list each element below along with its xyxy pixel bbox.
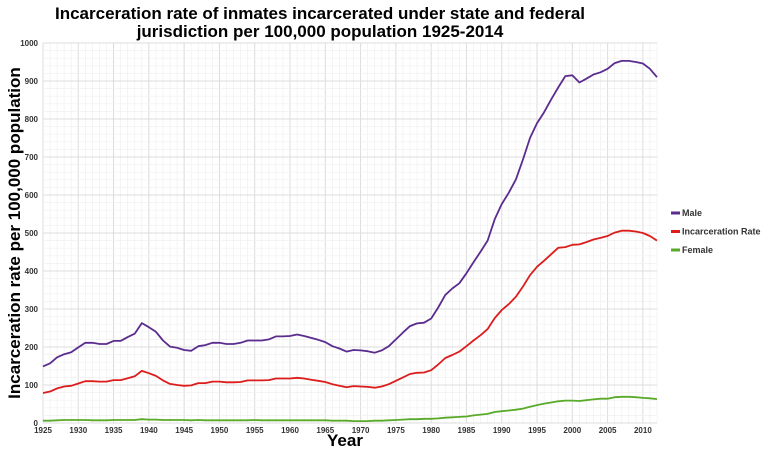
x-tick-label: 1995	[528, 426, 546, 435]
x-tick-label: 1985	[458, 426, 476, 435]
y-tick-label: 400	[25, 267, 39, 276]
x-tick-label: 1940	[140, 426, 158, 435]
x-tick-label: 1980	[422, 426, 440, 435]
y-tick-label: 900	[25, 77, 39, 86]
x-tick-label: 1955	[246, 426, 264, 435]
chart-title-line-2: jurisdiction per 100,000 population 1925…	[136, 22, 504, 41]
y-tick-label: 1000	[20, 39, 38, 48]
y-tick-label: 300	[25, 305, 39, 314]
x-tick-label: 2005	[599, 426, 617, 435]
x-tick-labels: 1925 1930 1935 1940 1945 1950 1955 1960 1965 1970…	[34, 426, 652, 435]
x-tick-label: 1925	[34, 426, 52, 435]
y-tick-label: 0	[34, 419, 39, 428]
x-tick-label: 1935	[105, 426, 123, 435]
grid	[42, 42, 658, 424]
series-line-female	[43, 395, 658, 423]
series-line-male	[42, 60, 658, 368]
x-tick-label: 1965	[316, 426, 334, 435]
series-lines	[42, 60, 658, 423]
x-tick-label: 1950	[211, 426, 229, 435]
chart-title-line-1: Incarceration rate of inmates incarcerat…	[55, 4, 585, 23]
legend-label: Male	[682, 208, 702, 218]
x-tick-label: 1945	[175, 426, 193, 435]
y-tick-label: 200	[25, 343, 39, 352]
x-tick-label: 2000	[563, 426, 581, 435]
y-tick-label: 100	[25, 381, 39, 390]
y-tick-label: 800	[25, 115, 39, 124]
y-tick-labels: 0 100 200 300 400 500 600 700 800 900 1000	[20, 39, 38, 428]
x-tick-label: 1970	[352, 426, 370, 435]
x-tick-label: 1975	[387, 426, 405, 435]
x-tick-label: 1930	[69, 426, 87, 435]
x-tick-label: 2010	[634, 426, 652, 435]
x-tick-label: 1960	[281, 426, 299, 435]
x-tick-label: 1990	[493, 426, 511, 435]
y-tick-label: 600	[25, 191, 39, 200]
y-axis-label: Incarceration rate per 100,000 populatio…	[5, 67, 24, 399]
y-tick-label: 700	[25, 153, 39, 162]
legend-label: Incarceration Rate	[682, 227, 761, 237]
legend: Male Incarceration Rate Female	[671, 208, 761, 255]
legend-label: Female	[682, 245, 713, 255]
series-line-incarceration-rate	[42, 229, 658, 394]
y-tick-label: 500	[25, 229, 39, 238]
x-axis-label: Year	[327, 431, 363, 449]
